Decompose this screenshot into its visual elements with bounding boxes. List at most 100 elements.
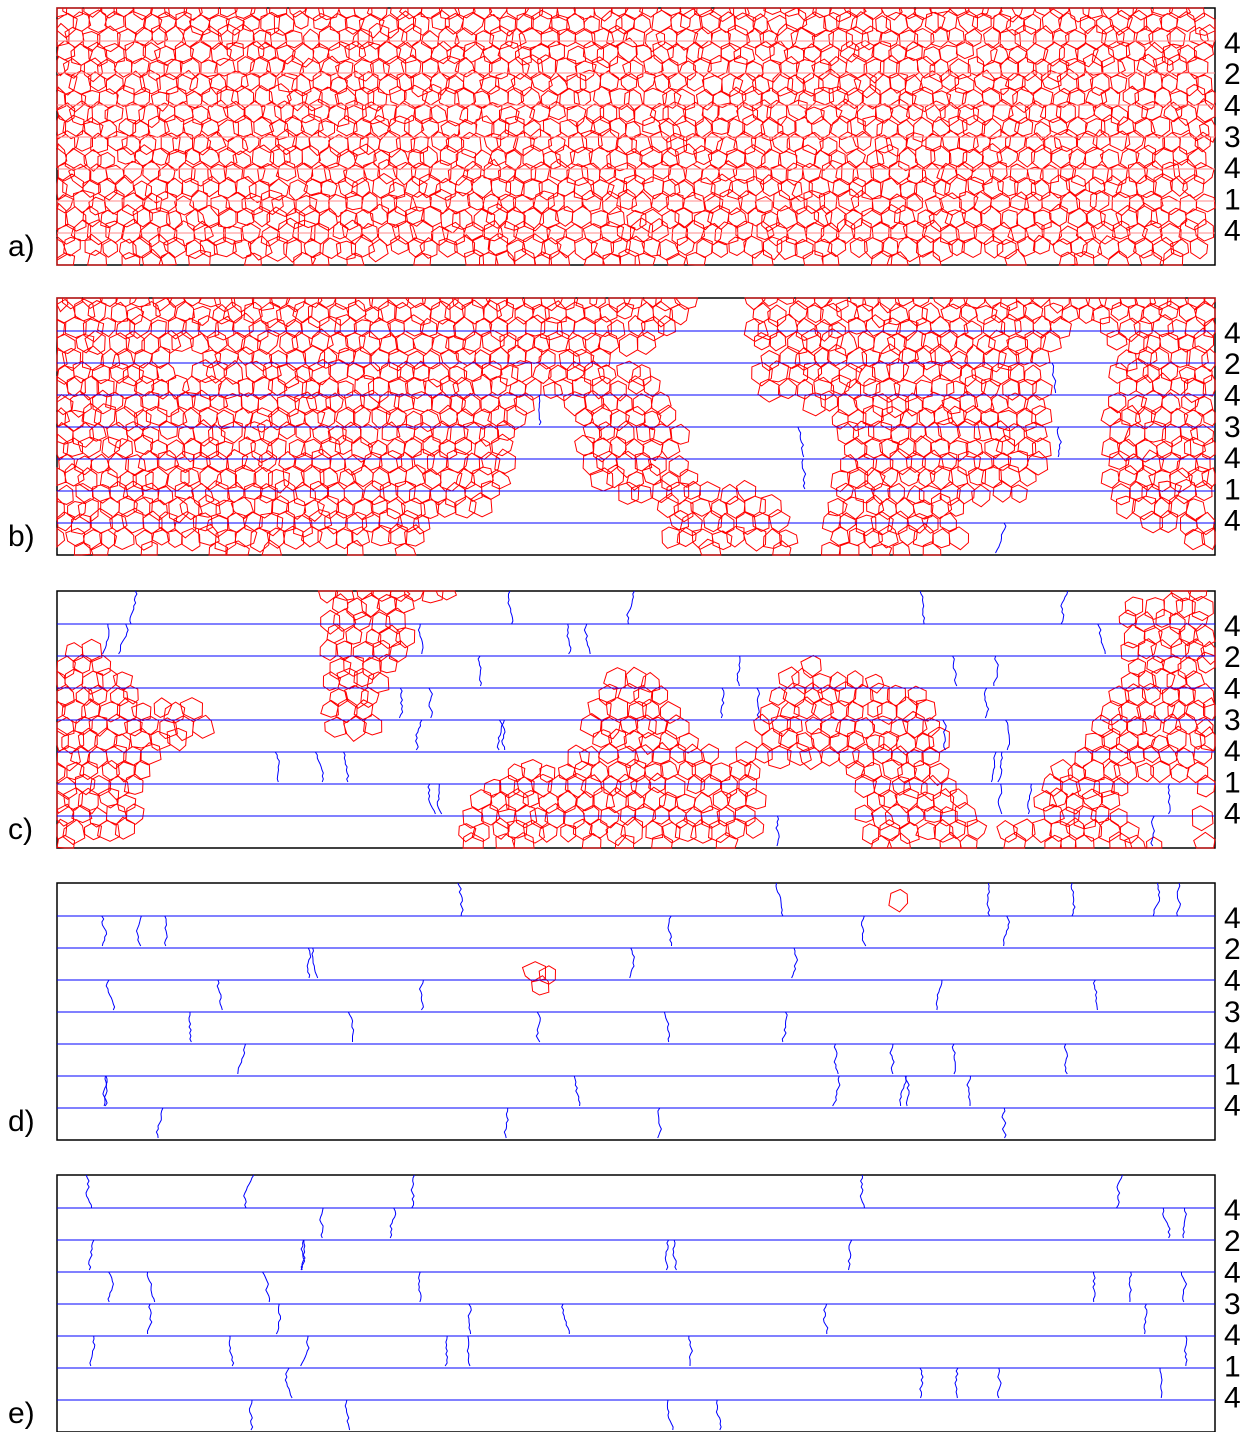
grain-boundary [775, 882, 784, 917]
grain-boundary [905, 1075, 910, 1107]
grain-boundary [1051, 362, 1057, 394]
layer-label: 3 [1224, 121, 1241, 154]
grain-boundary [951, 1043, 956, 1075]
grain-boundary [427, 783, 436, 815]
grain-boundary [1027, 783, 1033, 815]
grain-boundary [347, 1011, 355, 1042]
grain-boundary [1002, 915, 1011, 947]
grain-boundary [1063, 1043, 1069, 1075]
grain-boundary [146, 1271, 156, 1303]
grain-boundary [1115, 1174, 1123, 1209]
panel-label: b) [8, 520, 35, 553]
grain-boundary [418, 1271, 422, 1303]
layer-label: 1 [1224, 183, 1241, 216]
layer-label: 4 [1224, 1194, 1241, 1227]
layer-label: 4 [1224, 152, 1241, 185]
panel-label: a) [8, 230, 35, 263]
grain-network [521, 888, 909, 996]
layer-label: 2 [1224, 1225, 1241, 1258]
grain-boundary [993, 655, 999, 687]
grain-boundary [107, 1271, 114, 1303]
grain-boundary [775, 815, 780, 847]
grain-boundary [306, 947, 312, 979]
grain-boundary [535, 1011, 541, 1043]
grain-boundary [415, 719, 423, 751]
grain-boundary [1070, 882, 1076, 917]
layer-label: 4 [1224, 735, 1241, 768]
grain-boundary [664, 1239, 670, 1271]
grain-boundary [102, 1075, 108, 1107]
grain-boundary [629, 947, 635, 979]
grain-boundary [496, 719, 505, 751]
grain-boundary [1001, 1107, 1007, 1139]
grain-boundary [129, 590, 138, 625]
grain-boundary [101, 915, 108, 947]
grain-boundary [389, 1207, 397, 1239]
grain-boundary [781, 1011, 788, 1043]
grain-boundary [688, 1335, 693, 1367]
grain-boundary [889, 1043, 895, 1075]
grain-boundary [1097, 623, 1106, 655]
grain-boundary [1176, 882, 1182, 917]
grain-boundary [105, 979, 116, 1011]
layer-label: 3 [1224, 411, 1241, 444]
grain-boundary [216, 979, 223, 1011]
grain-boundary [736, 655, 741, 687]
grain-boundary [300, 1335, 310, 1367]
grain-boundary [398, 687, 404, 719]
grain-boundary [237, 1043, 246, 1075]
grain-boundary [135, 915, 142, 947]
grain-boundary [1128, 1271, 1132, 1303]
grain-boundary [626, 590, 635, 625]
grain-boundary [583, 623, 591, 655]
grain-boundary [417, 623, 424, 655]
grain-boundary [566, 623, 572, 655]
grain-boundary [103, 1075, 108, 1107]
grain-boundary [262, 1271, 271, 1303]
grain-boundary [1152, 882, 1161, 917]
layer-label: 4 [1224, 1319, 1241, 1352]
grain-boundary [1182, 1207, 1187, 1239]
grain-boundary [467, 1303, 472, 1335]
layer-label: 1 [1224, 766, 1241, 799]
grain-boundary [477, 655, 482, 687]
grain-boundary [343, 751, 350, 783]
grain-boundary [990, 751, 997, 783]
panel-label: e) [8, 1397, 35, 1430]
grain-boundary [1056, 426, 1062, 458]
layer-label: 4 [1224, 673, 1241, 706]
layer-label: 4 [1224, 27, 1241, 60]
grain-boundary [507, 590, 514, 625]
layer-label: 1 [1224, 473, 1241, 506]
grain-boundary [667, 915, 673, 947]
layer-label: 4 [1224, 1382, 1241, 1415]
grain-boundary [1150, 815, 1155, 847]
grain-boundary [720, 687, 725, 719]
grain-boundary [275, 1303, 282, 1335]
grain-boundary [538, 395, 542, 426]
grain-boundary [859, 1174, 865, 1209]
grain-boundary [997, 783, 1003, 815]
grain-boundary [715, 1399, 722, 1431]
layer-label: 1 [1224, 1350, 1241, 1383]
grain-boundary [410, 1174, 415, 1209]
grain-boundary [832, 1075, 841, 1107]
grain-boundary [466, 1335, 471, 1367]
layer-label: 4 [1224, 798, 1241, 831]
grain-boundary [860, 915, 867, 947]
grain-boundary [833, 1043, 839, 1075]
grain-boundary [1092, 979, 1098, 1011]
grain-boundary [801, 458, 807, 490]
layer-label: 4 [1224, 902, 1241, 935]
grain-boundary [228, 1336, 235, 1367]
grain-boundary [155, 1107, 164, 1139]
grain-boundary [457, 882, 464, 917]
grain-boundary [952, 655, 958, 687]
grain-boundary [672, 1239, 677, 1271]
grain-boundary [797, 426, 805, 458]
grain-boundary [248, 1399, 254, 1431]
